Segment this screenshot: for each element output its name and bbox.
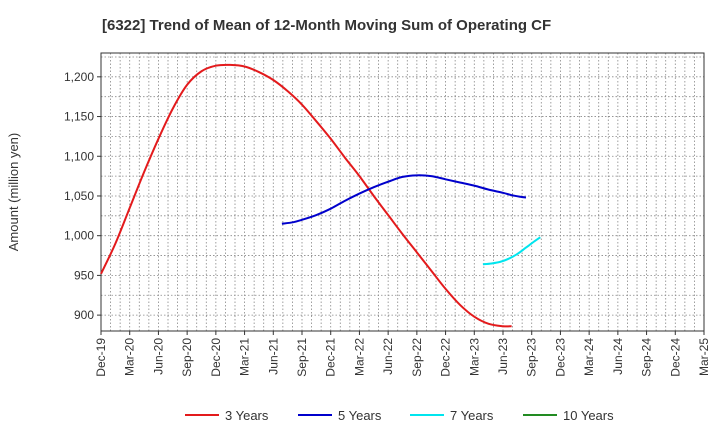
x-tick-label: Dec-19 (94, 338, 108, 377)
plot-area-border (100, 52, 705, 332)
y-axis-label: Amount (million yen) (6, 133, 21, 252)
x-tick-label: Sep-22 (410, 338, 424, 377)
x-tick-label: Mar-24 (582, 338, 596, 376)
x-tick-label: Mar-22 (352, 338, 366, 376)
x-tick-label: Dec-20 (209, 338, 223, 377)
x-tick-label: Jun-24 (611, 338, 625, 375)
x-tick-label: Dec-23 (553, 338, 567, 377)
series-line-7-years (482, 236, 541, 266)
y-tick-label: 950 (74, 268, 94, 282)
x-tick-label: Jun-23 (496, 338, 510, 375)
y-tick-label: 1,000 (64, 229, 94, 243)
legend-label-3-years: 3 Years (225, 408, 269, 423)
x-tick-label: Jun-20 (151, 338, 165, 375)
x-tick-label: Mar-23 (467, 338, 481, 376)
legend-label-5-years: 5 Years (338, 408, 382, 423)
x-tick-label: Sep-21 (295, 338, 309, 377)
x-tick-label: Sep-20 (180, 338, 194, 377)
series-group (100, 63, 541, 328)
series-line-3-years (100, 63, 512, 328)
series-line-5-years (281, 174, 527, 225)
chart-title: [6322] Trend of Mean of 12-Month Moving … (102, 17, 551, 34)
x-tick-label: Mar-25 (697, 338, 711, 376)
y-axis-ticks: 900 950 1,000 1,050 1,100 1,150 1,200 (64, 70, 101, 322)
x-tick-label: Dec-21 (324, 338, 338, 377)
x-tick-label: Dec-24 (668, 338, 682, 377)
grid (101, 53, 704, 331)
x-tick-label: Jun-21 (266, 338, 280, 375)
x-tick-label: Sep-24 (640, 338, 654, 377)
legend-label-7-years: 7 Years (450, 408, 494, 423)
legend-label-10-years: 10 Years (563, 408, 614, 423)
legend: 3 Years 5 Years 7 Years 10 Years (185, 408, 614, 423)
x-tick-label: Mar-20 (123, 338, 137, 376)
x-tick-label: Jun-22 (381, 338, 395, 375)
y-tick-label: 900 (74, 308, 94, 322)
y-tick-label: 1,100 (64, 149, 94, 163)
y-tick-label: 1,150 (64, 110, 94, 124)
x-tick-label: Dec-22 (439, 338, 453, 377)
x-tick-label: Sep-23 (525, 338, 539, 377)
y-tick-label: 1,200 (64, 70, 94, 84)
x-axis-ticks: Dec-19 Mar-20 Jun-20 Sep-20 Dec-20 Mar-21 Jun-… (94, 331, 711, 377)
x-tick-label: Mar-21 (238, 338, 252, 376)
y-tick-label: 1,050 (64, 189, 94, 203)
